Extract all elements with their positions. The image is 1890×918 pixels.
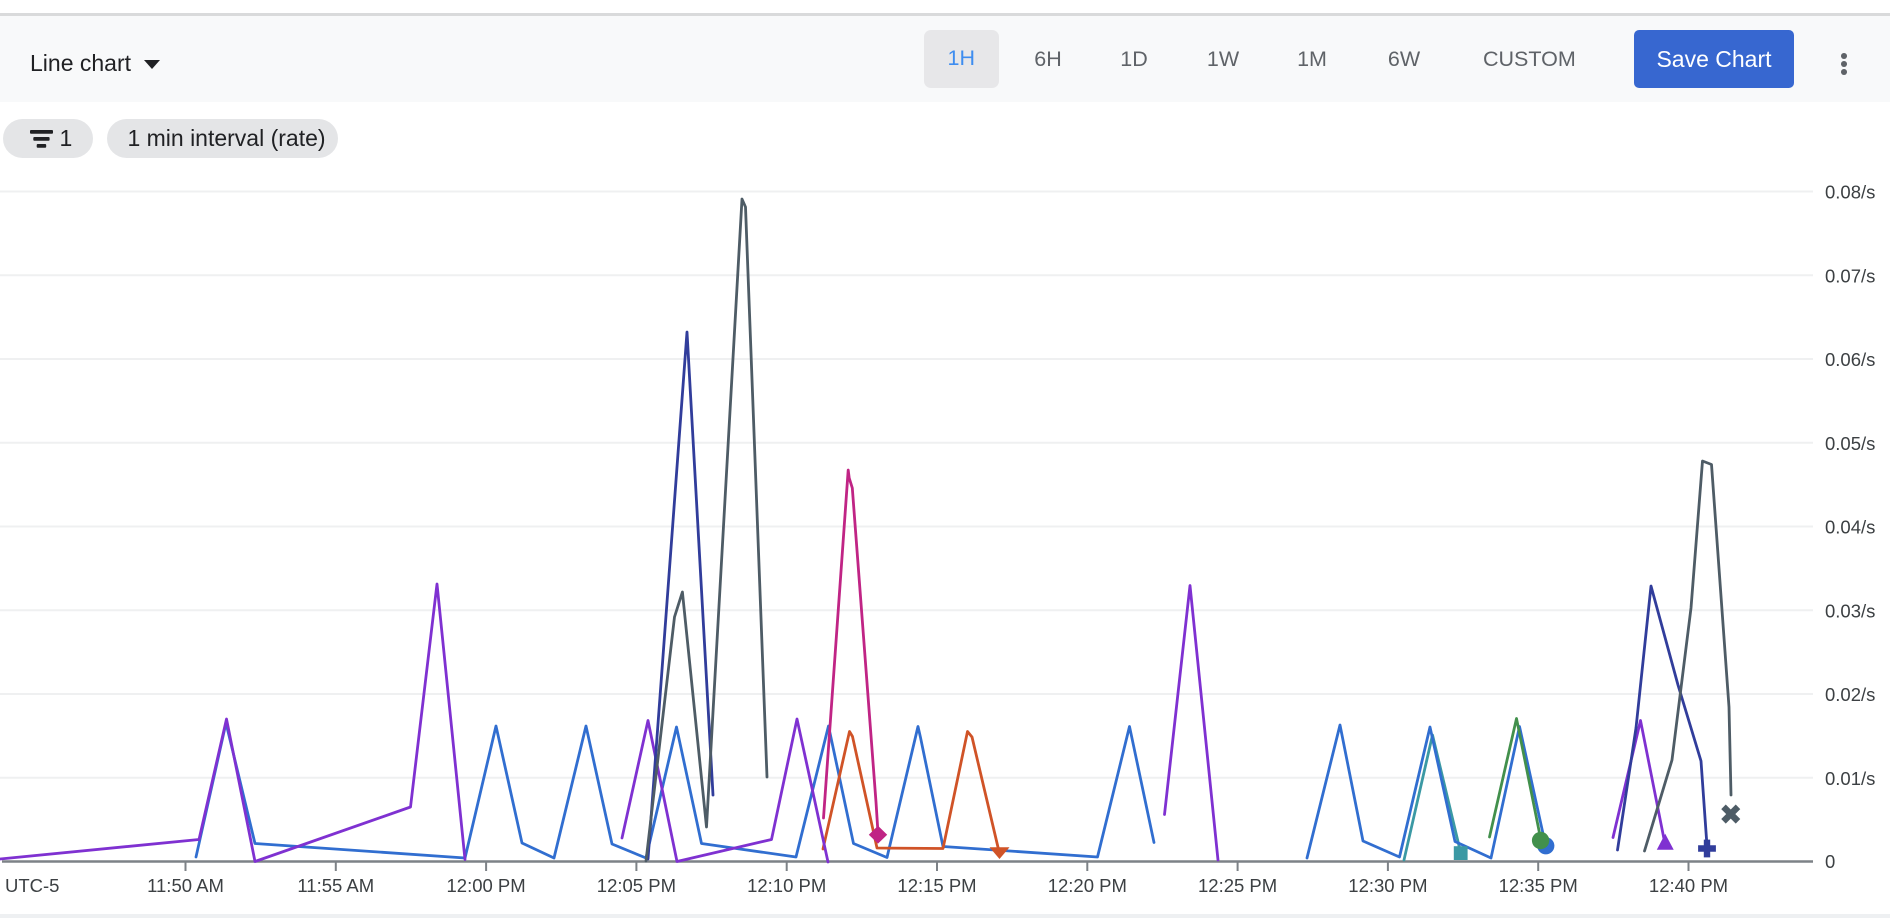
- svg-text:0.02/s: 0.02/s: [1825, 684, 1875, 705]
- svg-text:0.07/s: 0.07/s: [1825, 266, 1875, 287]
- svg-text:12:40 PM: 12:40 PM: [1649, 875, 1728, 896]
- svg-text:12:30 PM: 12:30 PM: [1348, 875, 1427, 896]
- svg-text:12:35 PM: 12:35 PM: [1499, 875, 1578, 896]
- svg-text:11:50 AM: 11:50 AM: [147, 875, 224, 896]
- svg-text:0.03/s: 0.03/s: [1825, 601, 1875, 622]
- svg-text:UTC-5: UTC-5: [5, 875, 59, 896]
- svg-text:12:05 PM: 12:05 PM: [597, 875, 676, 896]
- svg-text:12:10 PM: 12:10 PM: [747, 875, 826, 896]
- svg-text:12:20 PM: 12:20 PM: [1048, 875, 1127, 896]
- svg-text:0.06/s: 0.06/s: [1825, 349, 1875, 370]
- svg-text:12:25 PM: 12:25 PM: [1198, 875, 1277, 896]
- svg-text:11:55 AM: 11:55 AM: [297, 875, 374, 896]
- svg-text:12:15 PM: 12:15 PM: [897, 875, 976, 896]
- svg-text:0.05/s: 0.05/s: [1825, 433, 1875, 454]
- svg-text:0.01/s: 0.01/s: [1825, 768, 1875, 789]
- svg-text:0.04/s: 0.04/s: [1825, 517, 1875, 538]
- svg-text:0: 0: [1825, 851, 1835, 872]
- svg-text:0.08/s: 0.08/s: [1825, 182, 1875, 203]
- svg-text:12:00 PM: 12:00 PM: [447, 875, 526, 896]
